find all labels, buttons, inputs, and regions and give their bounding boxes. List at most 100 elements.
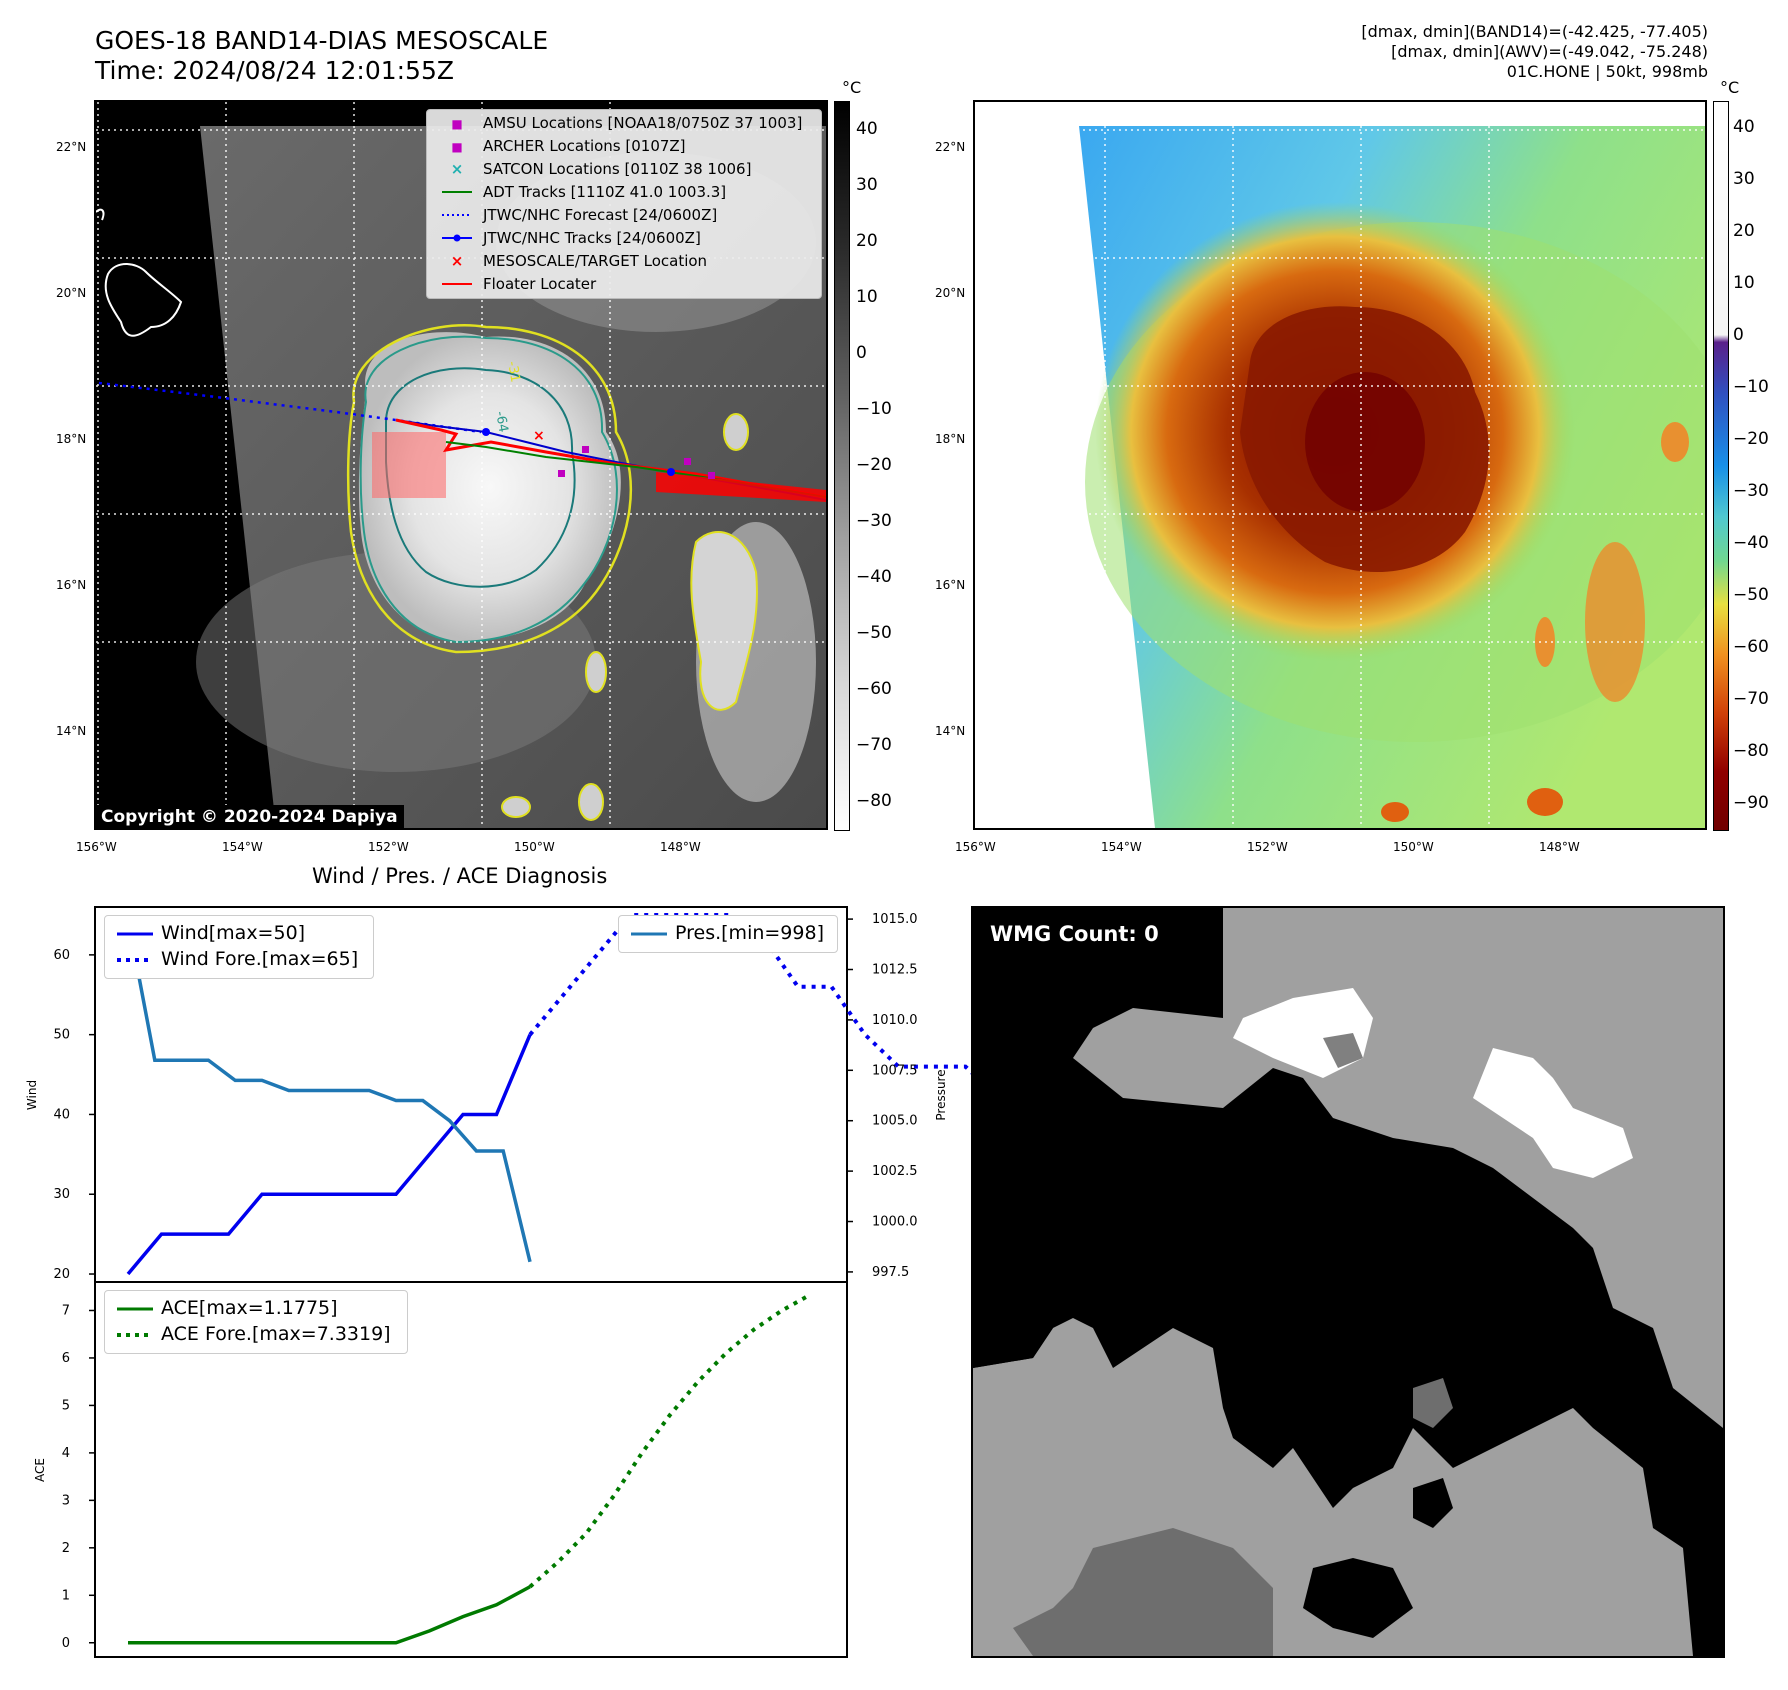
wind-forecast-line — [528, 912, 1001, 1100]
ace-ytick-label: 0 — [62, 1636, 70, 1651]
ir-colorbar-tick-label: −10 — [856, 399, 892, 419]
ir-colorbar-tick-label: 30 — [856, 175, 878, 195]
wmg-mask-image — [973, 908, 1723, 1656]
pressure-legend: Pres.[min=998] — [618, 915, 838, 953]
awv-map-lon-label: 150°W — [1393, 840, 1434, 854]
archer-marker-icon: ■ — [451, 140, 463, 154]
awv-colorbar-tick-label: −60 — [1733, 637, 1769, 657]
wind-line-icon — [117, 920, 153, 946]
awv-colorbar-tick-label: −10 — [1733, 377, 1769, 397]
ir-colorbar-unit: °C — [842, 78, 862, 97]
pressure-line — [126, 918, 532, 1263]
forecast-line-icon — [439, 204, 475, 226]
wmg-count-label: WMG Count: 0 — [990, 922, 1159, 946]
legend-item-satcon: × SATCON Locations [0110Z 38 1006] — [439, 158, 752, 180]
ace-line-icon — [117, 1295, 153, 1321]
awv-colorbar-tick-label: −30 — [1733, 481, 1769, 501]
ir-colorbar-tick-label: 10 — [856, 287, 878, 307]
wind-ytick-label: 60 — [53, 948, 70, 963]
awv-map-lon-label: 148°W — [1539, 840, 1580, 854]
awv-map-lon-label: 154°W — [1101, 840, 1142, 854]
ir-colorbar — [834, 101, 850, 831]
contour-label-64: -64 — [492, 410, 510, 434]
diagnosis-title: Wind / Pres. / ACE Diagnosis — [312, 864, 608, 888]
legend-item-floater: Floater Locater — [439, 273, 596, 295]
wind-axis-label: Wind — [25, 1080, 39, 1110]
svg-text:×: × — [533, 428, 545, 444]
map-legend: ■ AMSU Locations [NOAA18/0750Z 37 1003] ■… — [426, 109, 822, 299]
awv-map-lat-label: 22°N — [935, 140, 966, 154]
awv-colorbar-tick-label: −50 — [1733, 585, 1769, 605]
ir-map-lon-label: 150°W — [514, 840, 555, 854]
ace-ytick-label: 1 — [62, 1588, 70, 1603]
floater-line-icon — [439, 273, 475, 295]
wmg-panel — [971, 906, 1725, 1658]
legend-item-adt: ADT Tracks [1110Z 41.0 1003.3] — [439, 181, 726, 203]
legend-wind: Wind[max=50] — [117, 920, 305, 946]
info-line-2: [dmax, dmin](AWV)=(-49.042, -75.248) — [1391, 42, 1708, 61]
awv-map-lat-label: 16°N — [935, 578, 966, 592]
awv-map-panel — [973, 100, 1707, 830]
tracks-line-icon — [439, 227, 475, 249]
ir-colorbar-tick-label: −20 — [856, 455, 892, 475]
ir-map-lon-label: 152°W — [368, 840, 409, 854]
ir-map-lat-label: 20°N — [56, 286, 87, 300]
legend-item-forecast: JTWC/NHC Forecast [24/0600Z] — [439, 204, 717, 226]
contour-label-31: -31 — [504, 360, 522, 384]
ir-colorbar-tick-label: −70 — [856, 735, 892, 755]
awv-colorbar-tick-label: 20 — [1733, 221, 1755, 241]
pressure-ytick-label: 997.5 — [872, 1265, 909, 1280]
storm-info: [dmax, dmin](BAND14)=(-42.425, -77.405) … — [1361, 22, 1708, 82]
wind-ytick-label: 40 — [53, 1107, 70, 1122]
legend-ace: ACE[max=1.1775] — [117, 1295, 338, 1321]
adt-line-icon — [439, 181, 475, 203]
ace-ytick-label: 2 — [62, 1541, 70, 1556]
figure-title: GOES-18 BAND14-DIAS MESOSCALE Time: 2024… — [95, 26, 548, 86]
pressure-ytick-label: 1012.5 — [872, 963, 918, 978]
ace-ytick-label: 7 — [62, 1303, 70, 1318]
ace-ytick-label: 4 — [62, 1446, 70, 1461]
ir-colorbar-tick-label: −40 — [856, 567, 892, 587]
pressure-ytick-label: 1002.5 — [872, 1164, 918, 1179]
info-line-3: 01C.HONE | 50kt, 998mb — [1506, 62, 1708, 81]
ir-map-lon-label: 148°W — [660, 840, 701, 854]
copyright-badge: Copyright © 2020-2024 Dapiya — [95, 805, 404, 829]
ace-axes-frame — [94, 1281, 848, 1658]
awv-colorbar-tick-label: 0 — [1733, 325, 1744, 345]
awv-colorbar — [1713, 101, 1729, 831]
awv-colorbar-unit: °C — [1720, 78, 1740, 97]
ir-colorbar-tick-label: −60 — [856, 679, 892, 699]
wind-ytick-label: 50 — [53, 1028, 70, 1043]
ir-map-lat-label: 22°N — [56, 140, 87, 154]
title-line-2: Time: 2024/08/24 12:01:55Z — [95, 56, 454, 85]
satcon-marker-icon: × — [450, 160, 464, 178]
ace-ytick-label: 6 — [62, 1351, 70, 1366]
pressure-ytick-label: 1005.0 — [872, 1114, 918, 1129]
wind-forecast-line-icon — [117, 946, 153, 972]
wind-chart: 20 30 40 50 60 — [53, 912, 1001, 1282]
awv-map-lat-label: 18°N — [935, 432, 966, 446]
ir-map-lat-label: 14°N — [56, 724, 87, 738]
legend-ace-forecast: ACE Fore.[max=7.3319] — [117, 1321, 391, 1347]
pressure-ytick-label: 1007.5 — [872, 1063, 918, 1078]
awv-map-image — [975, 102, 1705, 828]
legend-wind-forecast: Wind Fore.[max=65] — [117, 946, 358, 972]
awv-map-lat-label: 20°N — [935, 286, 966, 300]
pressure-ytick-label: 1010.0 — [872, 1013, 918, 1028]
target-marker-icon: × — [450, 252, 464, 270]
ace-chart: 0 1 2 3 4 5 6 7 — [62, 1293, 811, 1651]
title-line-1: GOES-18 BAND14-DIAS MESOSCALE — [95, 26, 549, 55]
awv-map-lon-label: 156°W — [955, 840, 996, 854]
ace-axis-label: ACE — [33, 1458, 47, 1482]
amsu-marker-icon: ■ — [451, 117, 463, 131]
ace-forecast-line-icon — [117, 1321, 153, 1347]
ir-colorbar-tick-label: 40 — [856, 119, 878, 139]
wind-ytick-label: 20 — [53, 1267, 70, 1282]
ir-map-lat-label: 16°N — [56, 578, 87, 592]
ir-map-lat-label: 18°N — [56, 432, 87, 446]
ir-map-lon-label: 156°W — [76, 840, 117, 854]
awv-map-lon-label: 152°W — [1247, 840, 1288, 854]
awv-colorbar-tick-label: 30 — [1733, 169, 1755, 189]
ace-observed-line — [128, 1585, 531, 1645]
